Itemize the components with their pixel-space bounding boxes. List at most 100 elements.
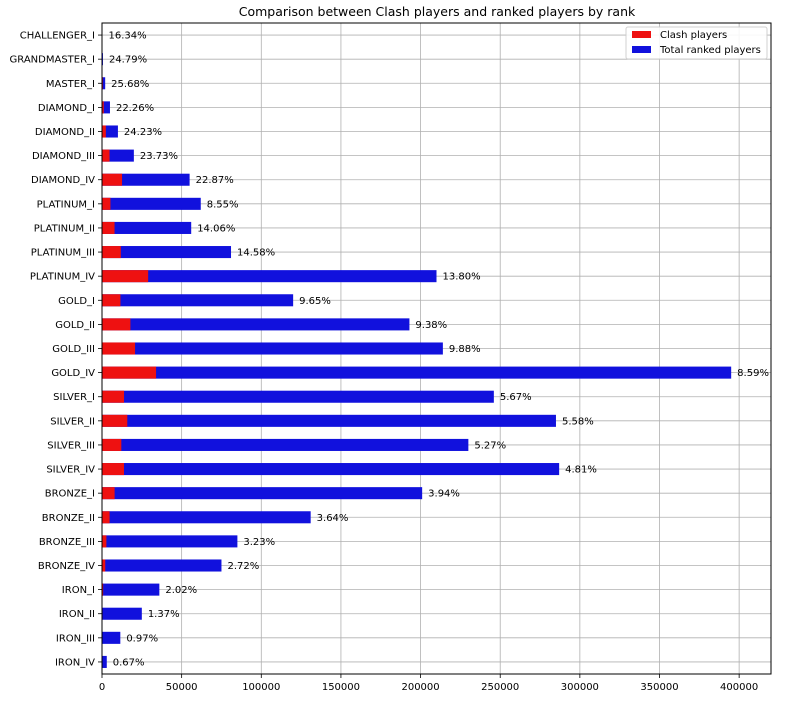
bar-percent-label: 22.87% <box>196 175 234 186</box>
legend-swatch <box>632 31 651 38</box>
bar-clash-players <box>102 149 110 162</box>
x-tick-label: 250000 <box>481 682 519 693</box>
bar-total-ranked-players <box>102 173 190 186</box>
bar-total-ranked-players <box>102 318 410 331</box>
bar-percent-label: 23.73% <box>140 151 178 162</box>
legend: Clash players Total ranked players <box>625 26 768 60</box>
y-tick-label: SILVER_I <box>53 392 95 403</box>
bar-total-ranked-players <box>102 463 560 476</box>
bar-percent-label: 1.37% <box>148 609 180 620</box>
bar-percent-label: 22.26% <box>116 103 154 114</box>
bar-total-ranked-players <box>102 125 118 138</box>
bar-total-ranked-players <box>102 101 110 114</box>
y-tick-label: GOLD_IV <box>51 368 95 379</box>
bar-total-ranked-players <box>102 246 232 259</box>
bar-clash-players <box>102 318 131 331</box>
bar-total-ranked-players <box>102 197 201 210</box>
bar-percent-label: 3.23% <box>243 537 275 548</box>
bar-clash-players <box>102 270 149 283</box>
bar-clash-players <box>102 366 157 379</box>
bars <box>102 29 732 668</box>
bar-total-ranked-players <box>102 221 192 234</box>
bar-clash-players <box>102 559 106 572</box>
bar-total-ranked-players <box>102 77 106 90</box>
bar-total-ranked-players <box>102 366 732 379</box>
bar-percent-label: 8.59% <box>737 368 769 379</box>
y-tick-label: BRONZE_III <box>39 537 95 548</box>
y-tick-label: DIAMOND_II <box>35 127 95 138</box>
y-tick-label: IRON_III <box>56 633 95 644</box>
bar-clash-players <box>102 173 123 186</box>
y-tick-label: GRANDMASTER_I <box>10 55 95 66</box>
bar-clash-players <box>102 125 106 138</box>
bar-clash-players <box>102 535 107 548</box>
bar-clash-players <box>102 487 115 500</box>
x-tick-label: 100000 <box>242 682 280 693</box>
bar-clash-players <box>102 511 110 524</box>
y-tick-label: DIAMOND_III <box>32 151 95 162</box>
x-tick-label: 0 <box>99 682 105 693</box>
bar-total-ranked-players <box>102 438 469 451</box>
bar-percent-label: 0.97% <box>126 633 158 644</box>
bar-percent-label: 5.67% <box>500 392 532 403</box>
bar-percent-label: 5.27% <box>474 440 506 451</box>
bar-percent-label: 4.81% <box>565 465 597 476</box>
y-tick-label: DIAMOND_IV <box>31 175 95 186</box>
bar-clash-players <box>102 438 122 451</box>
x-tick-label: 400000 <box>720 682 758 693</box>
bar-clash-players <box>102 221 115 234</box>
bar-percent-label: 8.55% <box>207 199 239 210</box>
bar-clash-players <box>102 463 124 476</box>
bar-clash-players <box>102 294 121 307</box>
bar-percent-label: 2.72% <box>227 561 259 572</box>
y-tick-label: PLATINUM_IV <box>30 272 95 283</box>
bar-clash-players <box>102 246 121 259</box>
bar-total-ranked-players <box>102 511 311 524</box>
bar-total-ranked-players <box>102 535 238 548</box>
y-tick-label: BRONZE_II <box>42 513 95 524</box>
plot-frame <box>101 22 772 675</box>
bar-total-ranked-players <box>102 559 222 572</box>
y-tick-label: CHALLENGER_I <box>20 31 95 42</box>
bar-total-ranked-players <box>102 270 437 283</box>
bar-total-ranked-players <box>102 390 494 403</box>
y-tick-label: PLATINUM_II <box>34 223 95 234</box>
bar-clash-players <box>102 101 104 114</box>
y-tick-label: SILVER_IV <box>46 465 95 476</box>
bar-clash-players <box>102 583 104 596</box>
y-tick-label: DIAMOND_I <box>38 103 95 114</box>
y-tick-label: PLATINUM_III <box>31 248 95 259</box>
bar-percent-label: 14.06% <box>197 223 235 234</box>
bar-percent-label: 9.65% <box>299 296 331 307</box>
bar-percent-label: 3.94% <box>428 489 460 500</box>
y-tick-label: IRON_IV <box>55 657 95 668</box>
bar-percent-label: 9.88% <box>449 344 481 355</box>
y-tick-label: GOLD_I <box>58 296 95 307</box>
legend-label: Clash players <box>660 30 727 41</box>
y-tick-label: MASTER_I <box>46 79 95 90</box>
bar-percent-label: 2.02% <box>165 585 197 596</box>
bar-percent-label: 3.64% <box>317 513 349 524</box>
bar-labels: 16.34% 24.79% 25.68% 22.26% 24.23% 23.73% 22.8… <box>108 31 768 669</box>
bar-percent-label: 24.79% <box>109 55 147 66</box>
bar-clash-players <box>102 390 125 403</box>
bar-percent-label: 5.58% <box>562 416 594 427</box>
bar-total-ranked-players <box>102 294 294 307</box>
bar-percent-label: 0.67% <box>113 657 145 668</box>
bar-total-ranked-players <box>102 487 423 500</box>
legend-swatch <box>632 46 651 53</box>
legend-label: Total ranked players <box>659 45 761 56</box>
bar-total-ranked-players <box>102 631 121 644</box>
bar-total-ranked-players <box>102 607 142 620</box>
y-tick-label: IRON_II <box>59 609 95 620</box>
chart-title: Comparison between Clash players and ran… <box>239 4 636 19</box>
y-axis: CHALLENGER_I GRANDMASTER_I MASTER_I DIAMOND… <box>10 31 102 668</box>
bar-percent-label: 16.34% <box>108 31 146 42</box>
bar-total-ranked-players <box>102 655 107 668</box>
y-tick-label: PLATINUM_I <box>37 199 95 210</box>
x-tick-label: 200000 <box>401 682 439 693</box>
y-tick-label: GOLD_III <box>52 344 95 355</box>
bar-total-ranked-players <box>102 583 160 596</box>
legend-box <box>625 26 768 60</box>
